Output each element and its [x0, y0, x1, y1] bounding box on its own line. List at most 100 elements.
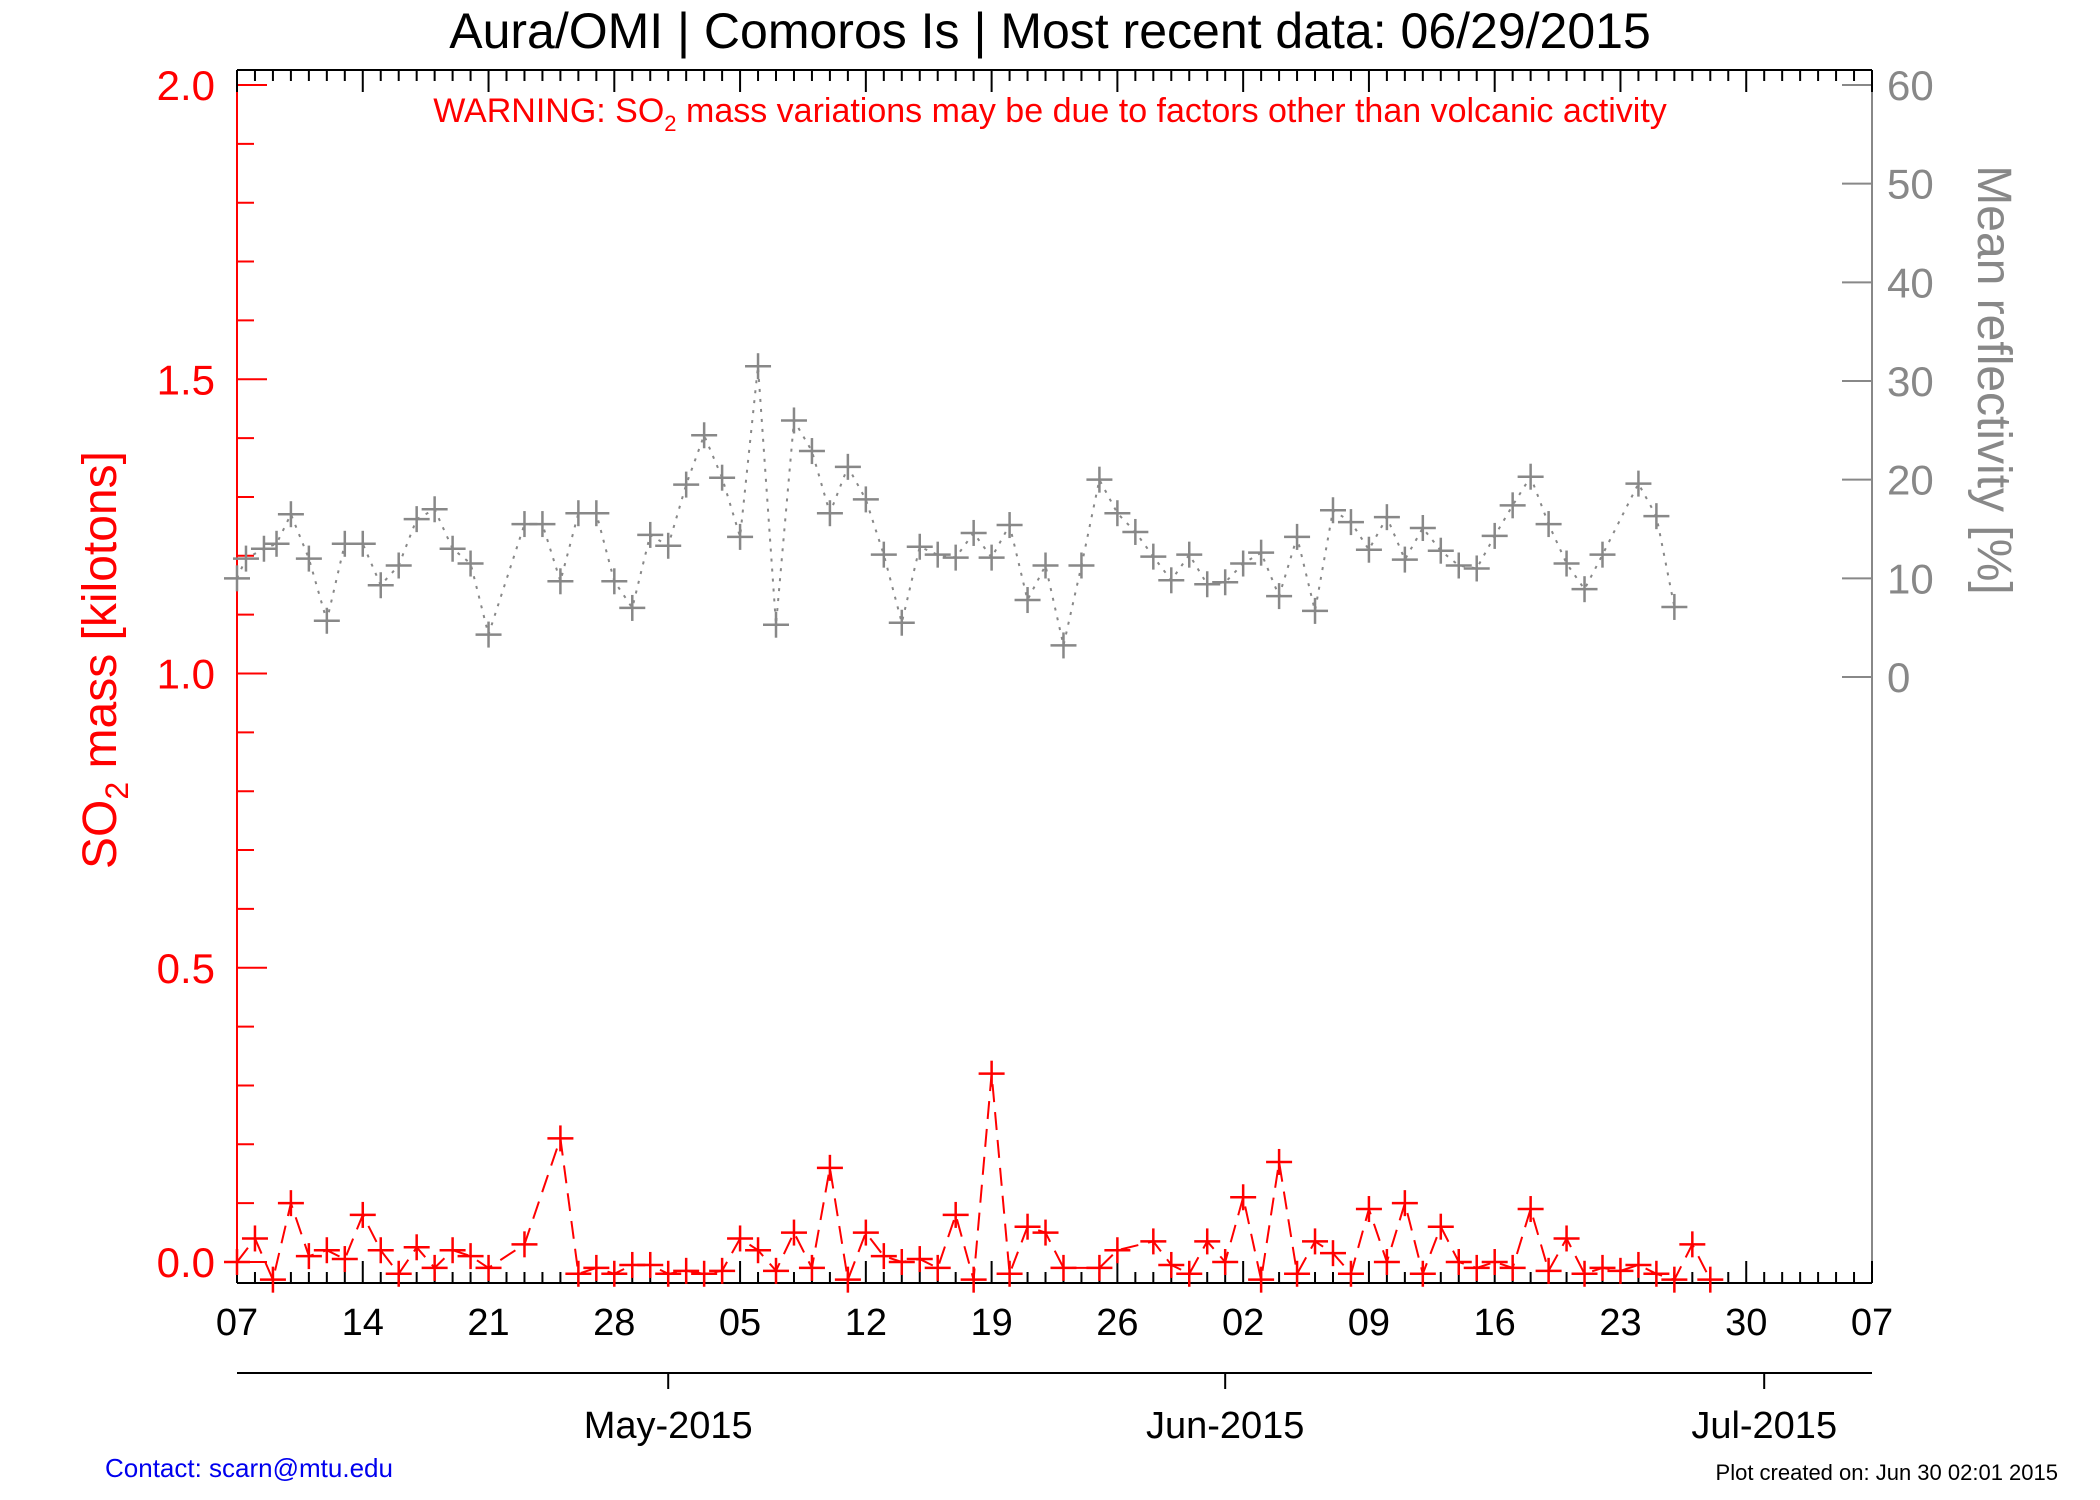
so2-point: [224, 1249, 250, 1275]
right-tick-label: 20: [1887, 457, 1934, 504]
so2-point: [1571, 1260, 1598, 1287]
left-tick-label: 1.0: [157, 651, 215, 698]
so2-point: [1050, 1254, 1077, 1281]
reflectivity-point: [709, 464, 736, 491]
x-tick-label: 28: [593, 1302, 635, 1344]
right-y-axis: 0 10 20 30 40 50 60: [1842, 62, 1934, 701]
left-tick-label: 0.5: [157, 945, 215, 992]
so2-point: [1355, 1196, 1382, 1223]
so2-point: [1445, 1249, 1472, 1275]
so2-point: [960, 1266, 987, 1293]
right-axis-label: Mean reflectivity [%]: [1967, 165, 2020, 594]
so2-point: [349, 1201, 376, 1228]
x-tick-label: 07: [1851, 1302, 1893, 1344]
reflectivity-point: [924, 541, 951, 568]
reflectivity-point: [1409, 515, 1436, 542]
month-tick-label: May-2015: [584, 1405, 753, 1447]
reflectivity-series: [224, 353, 1688, 659]
so2-point: [1517, 1196, 1544, 1223]
so2-point: [745, 1237, 772, 1264]
x-tick-label: 23: [1599, 1302, 1641, 1344]
reflectivity-point: [780, 407, 807, 434]
so2-point: [1553, 1225, 1580, 1252]
x-tick-label: 30: [1725, 1302, 1767, 1344]
warning-text: WARNING: SO2 mass variations may be due …: [433, 92, 1667, 136]
so2-point: [1284, 1260, 1311, 1287]
so2-point: [691, 1260, 718, 1287]
so2-point: [798, 1254, 825, 1281]
reflectivity-line: [236, 366, 1676, 646]
so2-point: [1230, 1184, 1257, 1211]
so2-point: [1104, 1237, 1131, 1264]
month-tick-label: Jul-2015: [1691, 1405, 1837, 1447]
reflectivity-point: [942, 544, 969, 571]
so2-point: [1248, 1266, 1275, 1293]
x-tick-label: 19: [970, 1302, 1012, 1344]
so2-point: [816, 1154, 843, 1181]
so2-point: [1481, 1249, 1508, 1275]
so2-point: [673, 1257, 700, 1284]
contact-text[interactable]: Contact: scarn@mtu.edu: [105, 1453, 393, 1483]
so2-point: [439, 1237, 466, 1264]
reflectivity-point: [1212, 569, 1239, 596]
so2-point: [996, 1260, 1023, 1287]
reflectivity-point: [1158, 567, 1185, 594]
so2-point: [259, 1266, 286, 1293]
reflectivity-point: [816, 500, 843, 527]
reflectivity-point: [1571, 576, 1598, 603]
reflectivity-point: [745, 353, 772, 380]
reflectivity-point: [996, 512, 1023, 539]
so2-point: [1086, 1254, 1113, 1281]
reflectivity-point: [1589, 541, 1616, 568]
reflectivity-point: [1499, 492, 1526, 519]
reflectivity-point: [1553, 550, 1580, 577]
right-tick-label: 60: [1887, 62, 1934, 109]
so2-point: [1266, 1148, 1293, 1175]
so2-point: [1607, 1257, 1634, 1284]
reflectivity-point: [385, 552, 412, 579]
reflectivity-point: [439, 535, 466, 562]
reflectivity-point: [1337, 509, 1364, 536]
x-tick-label: 21: [467, 1302, 509, 1344]
so2-point: [834, 1266, 861, 1293]
so2-point: [277, 1190, 304, 1217]
so2-point: [1194, 1228, 1221, 1255]
reflectivity-point: [1643, 503, 1670, 530]
reflectivity-point: [1086, 466, 1113, 493]
reflectivity-point: [655, 532, 682, 559]
right-tick-label: 10: [1887, 555, 1934, 602]
so2-point: [1625, 1251, 1652, 1278]
so2-point: [1140, 1228, 1167, 1255]
reflectivity-point: [263, 530, 290, 557]
so2-point: [1302, 1228, 1329, 1255]
reflectivity-point: [475, 621, 502, 648]
so2-point: [1463, 1254, 1490, 1281]
reflectivity-point: [529, 511, 556, 538]
reflectivity-point: [691, 422, 718, 449]
so2-point: [727, 1225, 754, 1252]
x-tick-label: 09: [1348, 1302, 1390, 1344]
reflectivity-point: [978, 544, 1005, 571]
reflectivity-point: [727, 523, 754, 550]
so2-point: [1409, 1260, 1436, 1287]
reflectivity-point: [1302, 597, 1329, 624]
chart-title: Aura/OMI | Comoros Is | Most recent data…: [449, 3, 1651, 59]
reflectivity-point: [1266, 583, 1293, 610]
reflectivity-point: [1032, 552, 1059, 579]
x-tick-label: 12: [845, 1302, 887, 1344]
reflectivity-point: [852, 486, 879, 513]
so2-point: [367, 1237, 394, 1264]
so2-point: [1427, 1213, 1454, 1240]
so2-point: [1697, 1266, 1724, 1293]
right-tick-label: 40: [1887, 259, 1934, 306]
so2-mass-line: [236, 1073, 1712, 1284]
month-axis: May-2015 Jun-2015 Jul-2015: [237, 1372, 1872, 1447]
so2-point: [763, 1257, 790, 1284]
so2-point: [888, 1249, 915, 1275]
right-tick-label: 30: [1887, 358, 1934, 405]
reflectivity-point: [1319, 497, 1346, 524]
x-tick-label: 07: [216, 1302, 258, 1344]
x-axis: 07 14 21 28 05 12 19 26 02 09 16 23 30 07: [216, 70, 1893, 1344]
so2-point: [1014, 1213, 1041, 1240]
so2-point: [403, 1234, 430, 1261]
